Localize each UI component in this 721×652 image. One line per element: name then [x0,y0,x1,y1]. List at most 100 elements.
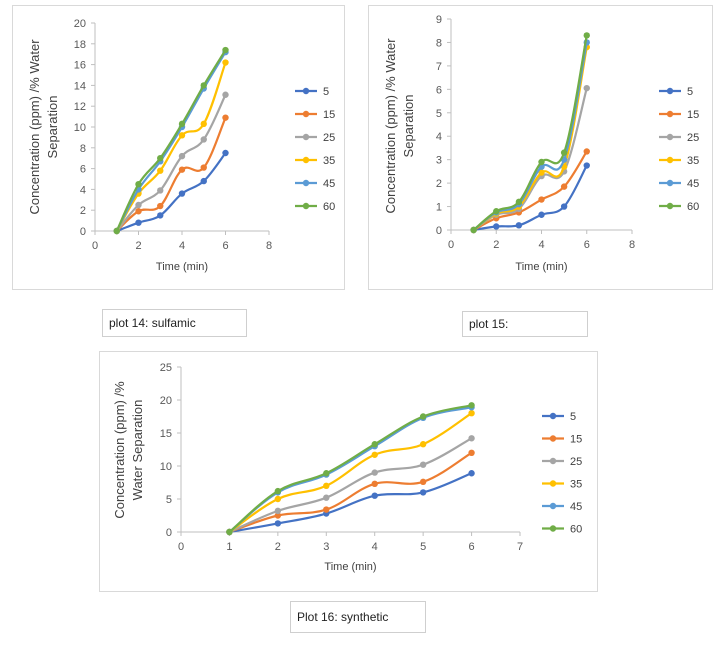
y-tick-label: 25 [160,362,172,374]
y-tick-label: 9 [436,14,442,26]
legend-marker-25 [302,133,310,141]
data-point-35 [178,132,186,139]
caption-plot-16: Plot 16: synthetic [290,601,426,633]
y-tick-label: 5 [166,494,172,506]
legend-marker-60 [666,202,674,210]
data-point-5 [178,190,186,197]
x-tick-label: 2 [135,240,141,252]
legend-marker-45 [302,179,310,187]
data-point-5 [222,149,229,157]
y-axis-title-line: Separation [401,95,416,158]
data-point-25 [583,84,590,92]
data-point-5 [419,489,427,496]
data-point-60 [135,181,142,188]
x-tick-label: 6 [469,541,475,553]
data-point-5 [583,162,590,169]
x-tick-label: 2 [275,541,281,553]
legend-marker-15 [302,110,310,118]
data-point-25 [323,494,330,501]
legend-marker-15 [666,110,674,118]
legend-marker-45 [549,502,557,510]
data-point-25 [274,507,282,515]
x-tick-label: 6 [222,240,228,252]
chart-panel-15: 0 1 2 3 4 5 6 7 8 9 0 2 4 6 8 Time (min) Concentration (… [368,5,713,290]
data-point-60 [323,470,330,477]
data-point-60 [226,528,233,536]
series-line-15 [229,451,473,534]
y-axis-title-line: Concentration (ppm) /% Water [27,39,42,215]
x-tick-label: 2 [493,239,499,251]
data-point-60 [583,32,590,39]
y-tick-label: 18 [74,39,86,51]
chart-panel-16: 0 5 10 15 20 25 0 1 2 3 4 5 6 7 Time (min) Concentratio… [99,351,598,592]
legend-marker-25 [666,133,674,141]
y-axis-title-line: Separation [45,96,60,159]
y-tick-label: 6 [436,84,442,96]
series-line-25 [472,87,588,231]
y-tick-label: 14 [74,80,86,92]
caption-plot-14-text: plot 14: sulfamic [109,316,196,330]
data-point-5 [493,223,500,230]
x-tick-label: 0 [178,541,184,553]
data-point-5 [274,520,282,527]
data-point-5 [157,212,164,219]
y-tick-label: 0 [80,226,86,238]
y-axis-title-line: Concentration (ppm) /% [112,381,127,519]
y-tick-label: 1 [436,202,442,214]
series-line-25 [228,437,473,534]
x-tick-label: 7 [517,541,523,553]
data-point-5 [468,470,475,477]
y-tick-label: 0 [166,527,172,539]
legend-marker-25 [549,457,557,465]
data-point-15 [560,183,568,190]
legend-marker-60 [549,525,557,532]
chart-panel-14: 0 2 4 6 8 10 12 14 16 18 20 0 2 4 6 8 Time (min) Concentr… [12,5,345,290]
legend-label-60: 60 [570,524,582,536]
data-point-35 [157,167,164,174]
data-point-15 [419,478,427,486]
series-line-60 [228,404,472,533]
data-point-60 [178,120,186,128]
legend-marker-5 [666,87,674,95]
data-point-35 [200,120,207,128]
data-point-35 [419,441,427,448]
legend-marker-45 [666,179,674,187]
y-tick-label: 16 [74,60,86,72]
data-point-35 [538,169,545,176]
legend-marker-60 [302,202,310,210]
chart-14-svg: 0 2 4 6 8 10 12 14 16 18 20 0 2 4 6 8 Time (min) Concentr… [27,18,335,273]
y-tick-label: 20 [160,395,172,407]
data-point-25 [371,469,378,476]
y-tick-label: 8 [436,37,442,49]
data-point-25 [178,152,186,160]
data-point-15 [222,114,229,121]
x-tick-label: 0 [448,239,454,251]
legend-label-25: 25 [570,456,582,468]
y-tick-label: 3 [436,155,442,167]
y-axis-title-line: Water Separation [130,400,145,501]
data-point-15 [583,148,590,155]
x-tick-label: 1 [226,541,232,553]
data-point-25 [200,136,207,143]
x-axis-title: Time (min) [515,261,567,273]
data-point-5 [135,219,142,226]
legend-marker-5 [302,87,310,95]
series-line-60 [115,49,227,232]
data-point-60 [493,208,500,215]
x-tick-label: 6 [584,239,590,251]
y-tick-label: 10 [160,461,172,473]
y-axis-title-line: Concentration (ppm) /% Water [383,38,398,214]
data-point-60 [470,226,477,234]
legend-label-15: 15 [570,434,582,446]
data-point-25 [135,201,142,209]
legend-marker-35 [549,480,557,487]
data-point-5 [200,177,207,185]
x-tick-label: 4 [372,541,378,553]
data-point-60 [222,46,229,54]
data-point-15 [135,208,142,215]
caption-plot-16-text: Plot 16: synthetic [297,610,389,624]
data-point-60 [560,149,568,156]
data-point-15 [200,164,207,171]
